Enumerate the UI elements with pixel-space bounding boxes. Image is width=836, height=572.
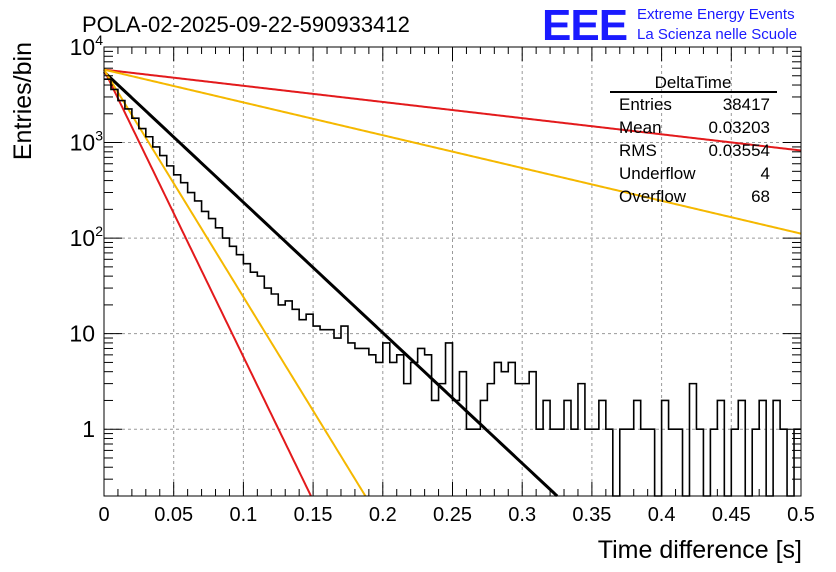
x-tick-labels: 0 0.05 0.1 0.15 0.2 0.25 0.3 0.35 0.4 0.45 0.5 xyxy=(98,504,814,526)
stats-label: Overflow xyxy=(619,187,687,206)
fit-curves xyxy=(102,68,802,498)
x-tick-label: 0.1 xyxy=(229,504,257,526)
x-tick-label: 0.15 xyxy=(294,504,333,526)
fit-curve-4 xyxy=(103,68,802,235)
y-tick-label: 102 xyxy=(70,223,104,251)
y-tick-labels: 1 10 102 103 104 xyxy=(69,32,103,442)
stats-value: 4 xyxy=(761,164,770,183)
x-axis-label: Time difference [s] xyxy=(598,536,802,564)
eee-logo: EEE Extreme Energy Events La Scienza nel… xyxy=(542,1,797,50)
stats-value: 38417 xyxy=(723,95,770,114)
chart-title: POLA-02-2025-09-22-590933412 xyxy=(82,12,410,37)
eee-logo-mark: EEE xyxy=(542,1,627,50)
x-tick-label: 0 xyxy=(98,504,109,526)
stats-label: Underflow xyxy=(619,164,696,183)
eee-logo-line2: La Scienza nelle Scuole xyxy=(637,26,797,43)
grid-lines xyxy=(104,47,801,496)
stats-label: RMS xyxy=(619,141,657,160)
y-tick-label: 104 xyxy=(70,32,104,60)
y-tick-label: 10 xyxy=(69,321,95,347)
stats-label: Mean xyxy=(619,118,662,137)
stats-value: 0.03203 xyxy=(709,118,770,137)
x-tick-label: 0.25 xyxy=(433,504,472,526)
x-tick-label: 0.45 xyxy=(712,504,751,526)
stats-value: 68 xyxy=(751,187,770,206)
x-tick-label: 0.05 xyxy=(154,504,193,526)
x-tick-label: 0.3 xyxy=(508,504,536,526)
y-axis-label: Entries/bin xyxy=(9,42,37,160)
stats-value: 0.03554 xyxy=(709,141,770,160)
fit-curve-3 xyxy=(103,69,367,497)
x-tick-label: 0.35 xyxy=(572,504,611,526)
stats-box: DeltaTime Entries 38417 Mean 0.03203 RMS 0.03… xyxy=(610,73,777,206)
stats-title: DeltaTime xyxy=(655,73,732,92)
histogram-steps xyxy=(104,78,801,497)
stats-label: Entries xyxy=(619,95,672,114)
eee-logo-line1: Extreme Energy Events xyxy=(637,6,795,23)
x-tick-label: 0.2 xyxy=(369,504,397,526)
fit-curve-2 xyxy=(103,68,802,152)
x-tick-label: 0.4 xyxy=(648,504,676,526)
stats-rows: Entries 38417 Mean 0.03203 RMS 0.03554 Underfl… xyxy=(619,95,770,206)
x-tick-label: 0.5 xyxy=(787,504,815,526)
fit-curve-1 xyxy=(103,69,312,497)
fit-curve-0 xyxy=(102,70,559,498)
axis-ticks xyxy=(103,46,802,497)
y-tick-label: 103 xyxy=(70,128,104,156)
y-tick-label: 1 xyxy=(82,416,95,442)
